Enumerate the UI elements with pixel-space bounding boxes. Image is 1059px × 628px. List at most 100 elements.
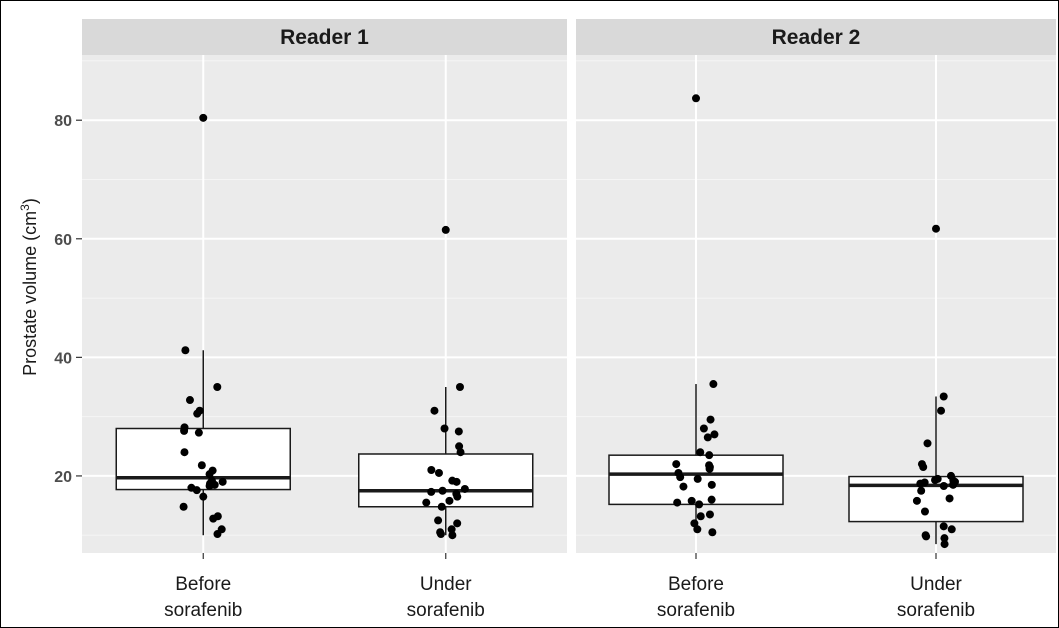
data-point	[710, 430, 719, 439]
category-group: Before sorafenib	[115, 113, 291, 621]
data-point	[709, 380, 718, 389]
facet-panels: Reader 1BeforesorafenibUndersorafenibRea…	[82, 19, 1056, 621]
data-point	[699, 424, 708, 433]
data-point	[687, 496, 696, 505]
y-axis-title: Prostate volume (cm3)	[18, 198, 40, 376]
data-point	[672, 460, 681, 469]
data-point	[430, 406, 439, 415]
facet-panel: Reader 2 Before sorafenib Under sorafenib	[576, 19, 1056, 621]
x-category-label: Under	[910, 574, 962, 595]
category-group: Before sorafenib	[608, 94, 784, 621]
x-category-label: Before	[175, 574, 231, 595]
y-tick-label: 80	[54, 113, 72, 130]
y-tick-label: 20	[54, 469, 72, 486]
data-point	[917, 486, 926, 495]
y-tick-label: 60	[54, 232, 72, 249]
data-point	[448, 531, 457, 540]
data-point	[919, 463, 928, 472]
data-point	[705, 464, 714, 473]
data-point	[193, 409, 202, 418]
data-point	[696, 448, 705, 457]
x-category-label: Before	[668, 574, 724, 595]
data-point	[194, 428, 203, 437]
facet-title: Reader 1	[280, 26, 369, 49]
y-axis: 20 40 60 80	[54, 113, 82, 486]
data-point	[192, 486, 201, 495]
data-point	[205, 470, 214, 479]
data-point	[455, 383, 464, 391]
category-group: Under sorafenib	[358, 225, 534, 621]
data-point	[676, 473, 685, 482]
data-point	[696, 512, 705, 521]
data-point	[916, 479, 925, 488]
data-point	[945, 494, 954, 503]
data-point	[205, 482, 214, 491]
data-point	[441, 225, 450, 234]
facet-strip	[82, 19, 567, 55]
data-point	[939, 522, 948, 531]
y-axis-title-text: Prostate volume (cm	[20, 211, 40, 376]
y-axis-title-superscript: 3	[18, 204, 32, 211]
data-point	[453, 492, 462, 501]
data-point	[949, 480, 958, 489]
data-point	[209, 514, 218, 523]
data-point	[692, 94, 700, 103]
data-point	[436, 530, 445, 539]
data-point	[707, 480, 716, 489]
data-point	[427, 466, 436, 474]
data-point	[940, 540, 949, 549]
box-iqr	[115, 427, 291, 491]
data-point	[453, 519, 462, 528]
data-point	[703, 433, 712, 442]
data-point	[180, 448, 189, 457]
data-point	[690, 519, 699, 528]
facet-panel: Reader 1 Before sorafenib Under sorafenib	[82, 19, 567, 621]
data-point	[693, 525, 702, 534]
y-tick-label: 40	[54, 350, 72, 367]
data-point	[445, 496, 454, 505]
x-category-label: sorafenib	[407, 600, 485, 621]
data-point	[922, 532, 931, 541]
data-point	[197, 461, 206, 470]
data-point	[422, 498, 431, 507]
data-point	[456, 448, 465, 457]
data-point	[931, 476, 940, 485]
category-group: Under sorafenib	[848, 224, 1024, 621]
data-point	[695, 500, 704, 509]
data-point	[199, 113, 208, 122]
facet-title: Reader 2	[772, 26, 861, 49]
data-point	[213, 383, 222, 391]
data-point	[912, 496, 921, 505]
x-category-label: sorafenib	[897, 600, 975, 621]
box-iqr	[358, 453, 534, 508]
data-point	[454, 427, 463, 436]
data-point	[180, 426, 189, 435]
data-point	[199, 492, 208, 501]
x-category-label: sorafenib	[164, 600, 242, 621]
data-point	[213, 530, 222, 539]
data-point	[937, 406, 946, 415]
x-category-label: sorafenib	[657, 600, 735, 621]
data-point	[185, 396, 194, 405]
data-point	[218, 477, 227, 486]
data-point	[437, 502, 446, 511]
data-point	[438, 486, 447, 495]
data-point	[940, 534, 949, 543]
data-point	[923, 439, 932, 448]
facet-strip	[576, 19, 1056, 55]
data-point	[673, 498, 682, 507]
data-point	[440, 424, 449, 433]
data-point	[447, 525, 456, 534]
data-point	[939, 392, 948, 401]
data-point	[434, 516, 443, 525]
data-point	[707, 495, 716, 504]
y-axis-title-close: )	[20, 198, 40, 204]
data-point	[179, 502, 188, 511]
data-point	[706, 415, 715, 424]
data-point	[693, 474, 702, 483]
data-point	[920, 507, 929, 516]
data-point	[460, 484, 469, 493]
data-point	[427, 487, 436, 496]
x-category-label: Under	[420, 574, 472, 595]
data-point	[434, 468, 443, 477]
